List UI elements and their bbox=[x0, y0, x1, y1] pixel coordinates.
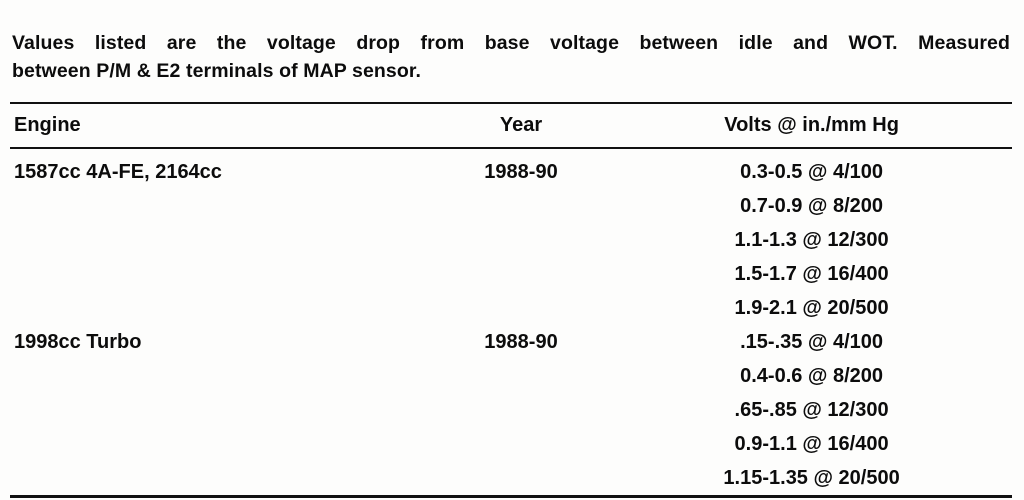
volts-value: .65-.85 @ 12/300 bbox=[734, 399, 889, 421]
volts-value: 0.7-0.9 @ 8/200 bbox=[740, 195, 884, 217]
volts-value: 0.3-0.5 @ 4/100 bbox=[740, 161, 884, 183]
volts-value: 1.15-1.35 @ 20/500 bbox=[723, 467, 900, 489]
year-cell: 1988-90 bbox=[484, 331, 558, 353]
volts-value: 1.1-1.3 @ 12/300 bbox=[734, 229, 889, 251]
volts-value: 0.4-0.6 @ 8/200 bbox=[740, 365, 884, 387]
intro-line-2: between P/M & E2 terminals of MAP sensor… bbox=[12, 60, 422, 82]
table-bottom-rule bbox=[10, 495, 1012, 498]
volts-cell: .15-.35 @ 4/100 0.4-0.6 @ 8/200 .65-.85 … bbox=[611, 325, 1012, 495]
volts-value: 1.9-2.1 @ 20/500 bbox=[734, 297, 889, 319]
map-sensor-spec-table: Engine Year Volts @ in./mm Hg 1587cc 4A-… bbox=[10, 102, 1012, 498]
cut-off-text: ULL ALUU I III I J bbox=[38, 0, 458, 6]
table-body: 1587cc 4A-FE, 2164cc 1988-90 0.3-0.5 @ 4… bbox=[10, 149, 1012, 495]
volts-value: 1.5-1.7 @ 16/400 bbox=[734, 263, 889, 285]
volts-value: 0.9-1.1 @ 16/400 bbox=[734, 433, 889, 455]
engine-cell: 1587cc 4A-FE, 2164cc bbox=[14, 161, 222, 183]
table-top-rule bbox=[10, 102, 1012, 104]
intro-paragraph: Values listed are the voltage drop from … bbox=[12, 29, 1010, 86]
table-header-rule bbox=[10, 147, 1012, 149]
table-row: 1587cc 4A-FE, 2164cc 1988-90 0.3-0.5 @ 4… bbox=[10, 155, 1012, 325]
table-header-row: Engine Year Volts @ in./mm Hg bbox=[10, 104, 1012, 147]
table-row: 1998cc Turbo 1988-90 .15-.35 @ 4/100 0.4… bbox=[10, 325, 1012, 495]
header-volts: Volts @ in./mm Hg bbox=[724, 114, 899, 136]
header-year: Year bbox=[499, 114, 543, 136]
year-cell: 1988-90 bbox=[484, 161, 558, 183]
intro-line-1: Values listed are the voltage drop from … bbox=[12, 31, 1010, 54]
engine-cell: 1998cc Turbo bbox=[14, 331, 142, 353]
cut-off-text-fragment: ULL ALUU I III I J bbox=[38, 0, 458, 6]
volts-cell: 0.3-0.5 @ 4/100 0.7-0.9 @ 8/200 1.1-1.3 … bbox=[611, 155, 1012, 325]
header-engine: Engine bbox=[14, 114, 81, 136]
volts-value: .15-.35 @ 4/100 bbox=[740, 331, 884, 353]
